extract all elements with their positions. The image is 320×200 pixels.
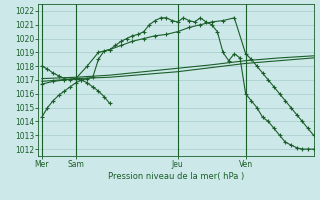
X-axis label: Pression niveau de la mer( hPa ): Pression niveau de la mer( hPa ) <box>108 172 244 181</box>
